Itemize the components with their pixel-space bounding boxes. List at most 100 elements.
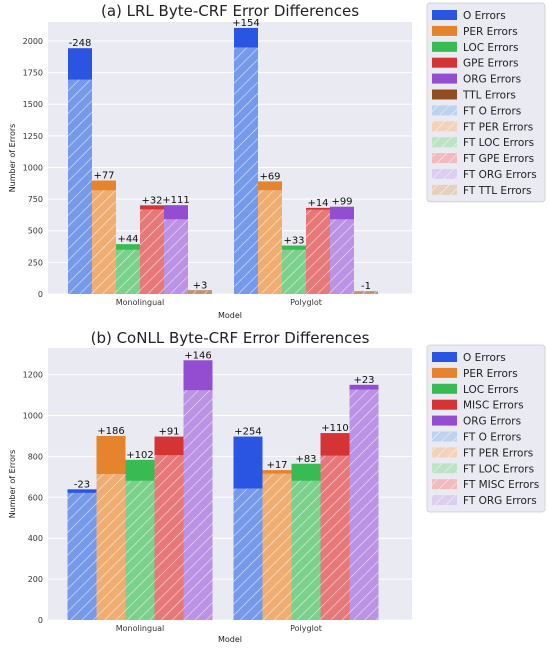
legend-label: PER Errors bbox=[463, 368, 518, 380]
y-tick-label: 250 bbox=[28, 258, 43, 267]
data-label: +83 bbox=[295, 454, 316, 465]
y-tick-label: 500 bbox=[28, 227, 43, 236]
hatch-ft-loc-errors bbox=[282, 249, 306, 294]
bars bbox=[68, 27, 378, 295]
y-tick-label: 1000 bbox=[23, 163, 43, 172]
legend-label: PER Errors bbox=[463, 26, 518, 38]
legend-label: FT ORG Errors bbox=[463, 169, 537, 181]
legend-swatch bbox=[432, 367, 457, 378]
annotations: -248 +77 +44 +32 +111 +3 +154 +69 +33 +14 +99 -1 bbox=[69, 18, 371, 292]
hatch-ft-ttl-errors bbox=[354, 291, 378, 294]
legend-label: O Errors bbox=[463, 352, 506, 364]
hatch-ft-o-errors bbox=[68, 79, 92, 294]
hatch-ft-org-errors bbox=[183, 390, 213, 620]
chart-title: (b) CoNLL Byte-CRF Error Differences bbox=[91, 329, 370, 347]
data-label: +110 bbox=[321, 423, 348, 434]
legend-label: O Errors bbox=[463, 10, 506, 22]
legend-label: MISC Errors bbox=[463, 400, 524, 412]
x-tick-label: Polyglot bbox=[290, 624, 322, 633]
x-axis: Monolingual Polyglot bbox=[116, 298, 322, 307]
legend-swatch bbox=[432, 41, 457, 52]
hatch-ft-org-errors bbox=[164, 219, 188, 294]
legend-label: FT PER Errors bbox=[463, 447, 533, 459]
data-label: +33 bbox=[283, 236, 304, 247]
legend-label: LOC Errors bbox=[463, 42, 518, 54]
bars bbox=[67, 360, 379, 620]
data-label: +111 bbox=[162, 195, 189, 206]
legend-label: FT MISC Errors bbox=[463, 479, 539, 491]
legend-swatch bbox=[432, 399, 457, 410]
hatch-ft-ttl-errors bbox=[188, 290, 212, 294]
legend-swatch-hatch bbox=[432, 105, 457, 116]
y-tick-label: 1000 bbox=[23, 411, 43, 420]
x-tick-label: Monolingual bbox=[116, 298, 165, 307]
data-label: +14 bbox=[307, 198, 328, 209]
x-axis-label: Model bbox=[218, 635, 242, 644]
annotations: -23 +186 +102 +91 +146 +254 +17 +83 +110 +23 bbox=[74, 350, 375, 490]
legend-swatch bbox=[432, 415, 457, 426]
legend-label: FT O Errors bbox=[463, 105, 521, 117]
legend: O Errors PER Errors LOC Errors MISC Errors O… bbox=[426, 344, 546, 513]
legend-swatch-hatch bbox=[432, 463, 457, 474]
data-label: -1 bbox=[361, 281, 371, 292]
legend-label: FT PER Errors bbox=[463, 121, 533, 133]
legend-swatch-hatch bbox=[432, 137, 457, 148]
x-tick-label: Polyglot bbox=[290, 298, 322, 307]
y-tick-label: 1500 bbox=[23, 100, 43, 109]
hatch-ft-org-errors bbox=[330, 219, 354, 294]
hatch-ft-o-errors bbox=[233, 488, 263, 620]
hatch-ft-gpe-errors bbox=[306, 209, 330, 294]
y-axis-label: Number of Errors bbox=[8, 450, 17, 519]
x-axis-label: Model bbox=[218, 311, 242, 320]
legend-label: FT LOC Errors bbox=[463, 463, 534, 475]
chart-a: 0 250 500 750 1000 1250 1500 1750 2000 -248 +77 +4… bbox=[8, 2, 546, 320]
data-label: +77 bbox=[93, 171, 114, 182]
data-label: +254 bbox=[234, 427, 261, 438]
legend-swatch bbox=[432, 89, 457, 100]
hatch-ft-loc-errors bbox=[291, 480, 321, 620]
hatch-ft-per-errors bbox=[96, 473, 126, 620]
legend-swatch bbox=[432, 352, 457, 362]
y-tick-label: 0 bbox=[38, 616, 43, 625]
legend-swatch-hatch bbox=[432, 184, 457, 195]
y-tick-label: 1200 bbox=[23, 371, 43, 380]
data-label: +102 bbox=[126, 450, 153, 461]
y-axis-label: Number of Errors bbox=[8, 124, 17, 193]
hatch-ft-loc-errors bbox=[116, 249, 140, 294]
legend-label: FT TTL Errors bbox=[463, 185, 532, 197]
hatch-ft-misc-errors bbox=[154, 455, 184, 620]
hatch-ft-loc-errors bbox=[125, 480, 155, 620]
y-tick-label: 800 bbox=[28, 452, 43, 461]
legend-swatch bbox=[432, 383, 457, 394]
y-tick-label: 400 bbox=[28, 534, 43, 543]
legend-swatch-hatch bbox=[432, 431, 457, 442]
legend-swatch bbox=[432, 73, 457, 84]
legend-label: LOC Errors bbox=[463, 384, 518, 396]
hatch-ft-o-errors bbox=[234, 47, 258, 295]
legend-swatch bbox=[432, 57, 457, 68]
y-tick-label: 2000 bbox=[23, 37, 43, 46]
legend-swatch-hatch bbox=[432, 495, 457, 506]
data-label: +17 bbox=[266, 460, 287, 471]
data-label: +23 bbox=[353, 375, 374, 386]
legend-label: FT GPE Errors bbox=[463, 153, 534, 165]
legend-label: FT ORG Errors bbox=[463, 495, 537, 507]
x-axis: Monolingual Polyglot bbox=[116, 624, 322, 633]
y-tick-label: 0 bbox=[38, 290, 43, 299]
legend-swatch-hatch bbox=[432, 479, 457, 490]
legend-label: TTL Errors bbox=[462, 90, 516, 102]
chart-b: 0 200 400 600 800 1000 1200 -23 +186 +102 +91 +146… bbox=[8, 329, 546, 644]
chart-title: (a) LRL Byte-CRF Error Differences bbox=[101, 2, 359, 20]
y-tick-label: 600 bbox=[28, 493, 43, 502]
legend: O Errors PER Errors LOC Errors GPE Errors OR… bbox=[426, 2, 546, 203]
hatch-ft-per-errors bbox=[258, 190, 282, 294]
data-label: +69 bbox=[259, 171, 280, 182]
data-label: +186 bbox=[97, 426, 124, 437]
y-tick-label: 200 bbox=[28, 575, 43, 584]
y-axis: 0 200 400 600 800 1000 1200 bbox=[23, 371, 43, 625]
data-label: +32 bbox=[141, 195, 162, 206]
hatch-ft-gpe-errors bbox=[140, 209, 164, 294]
data-label: +154 bbox=[232, 18, 259, 29]
legend-swatch-hatch bbox=[432, 121, 457, 132]
hatch-ft-o-errors bbox=[67, 492, 97, 620]
